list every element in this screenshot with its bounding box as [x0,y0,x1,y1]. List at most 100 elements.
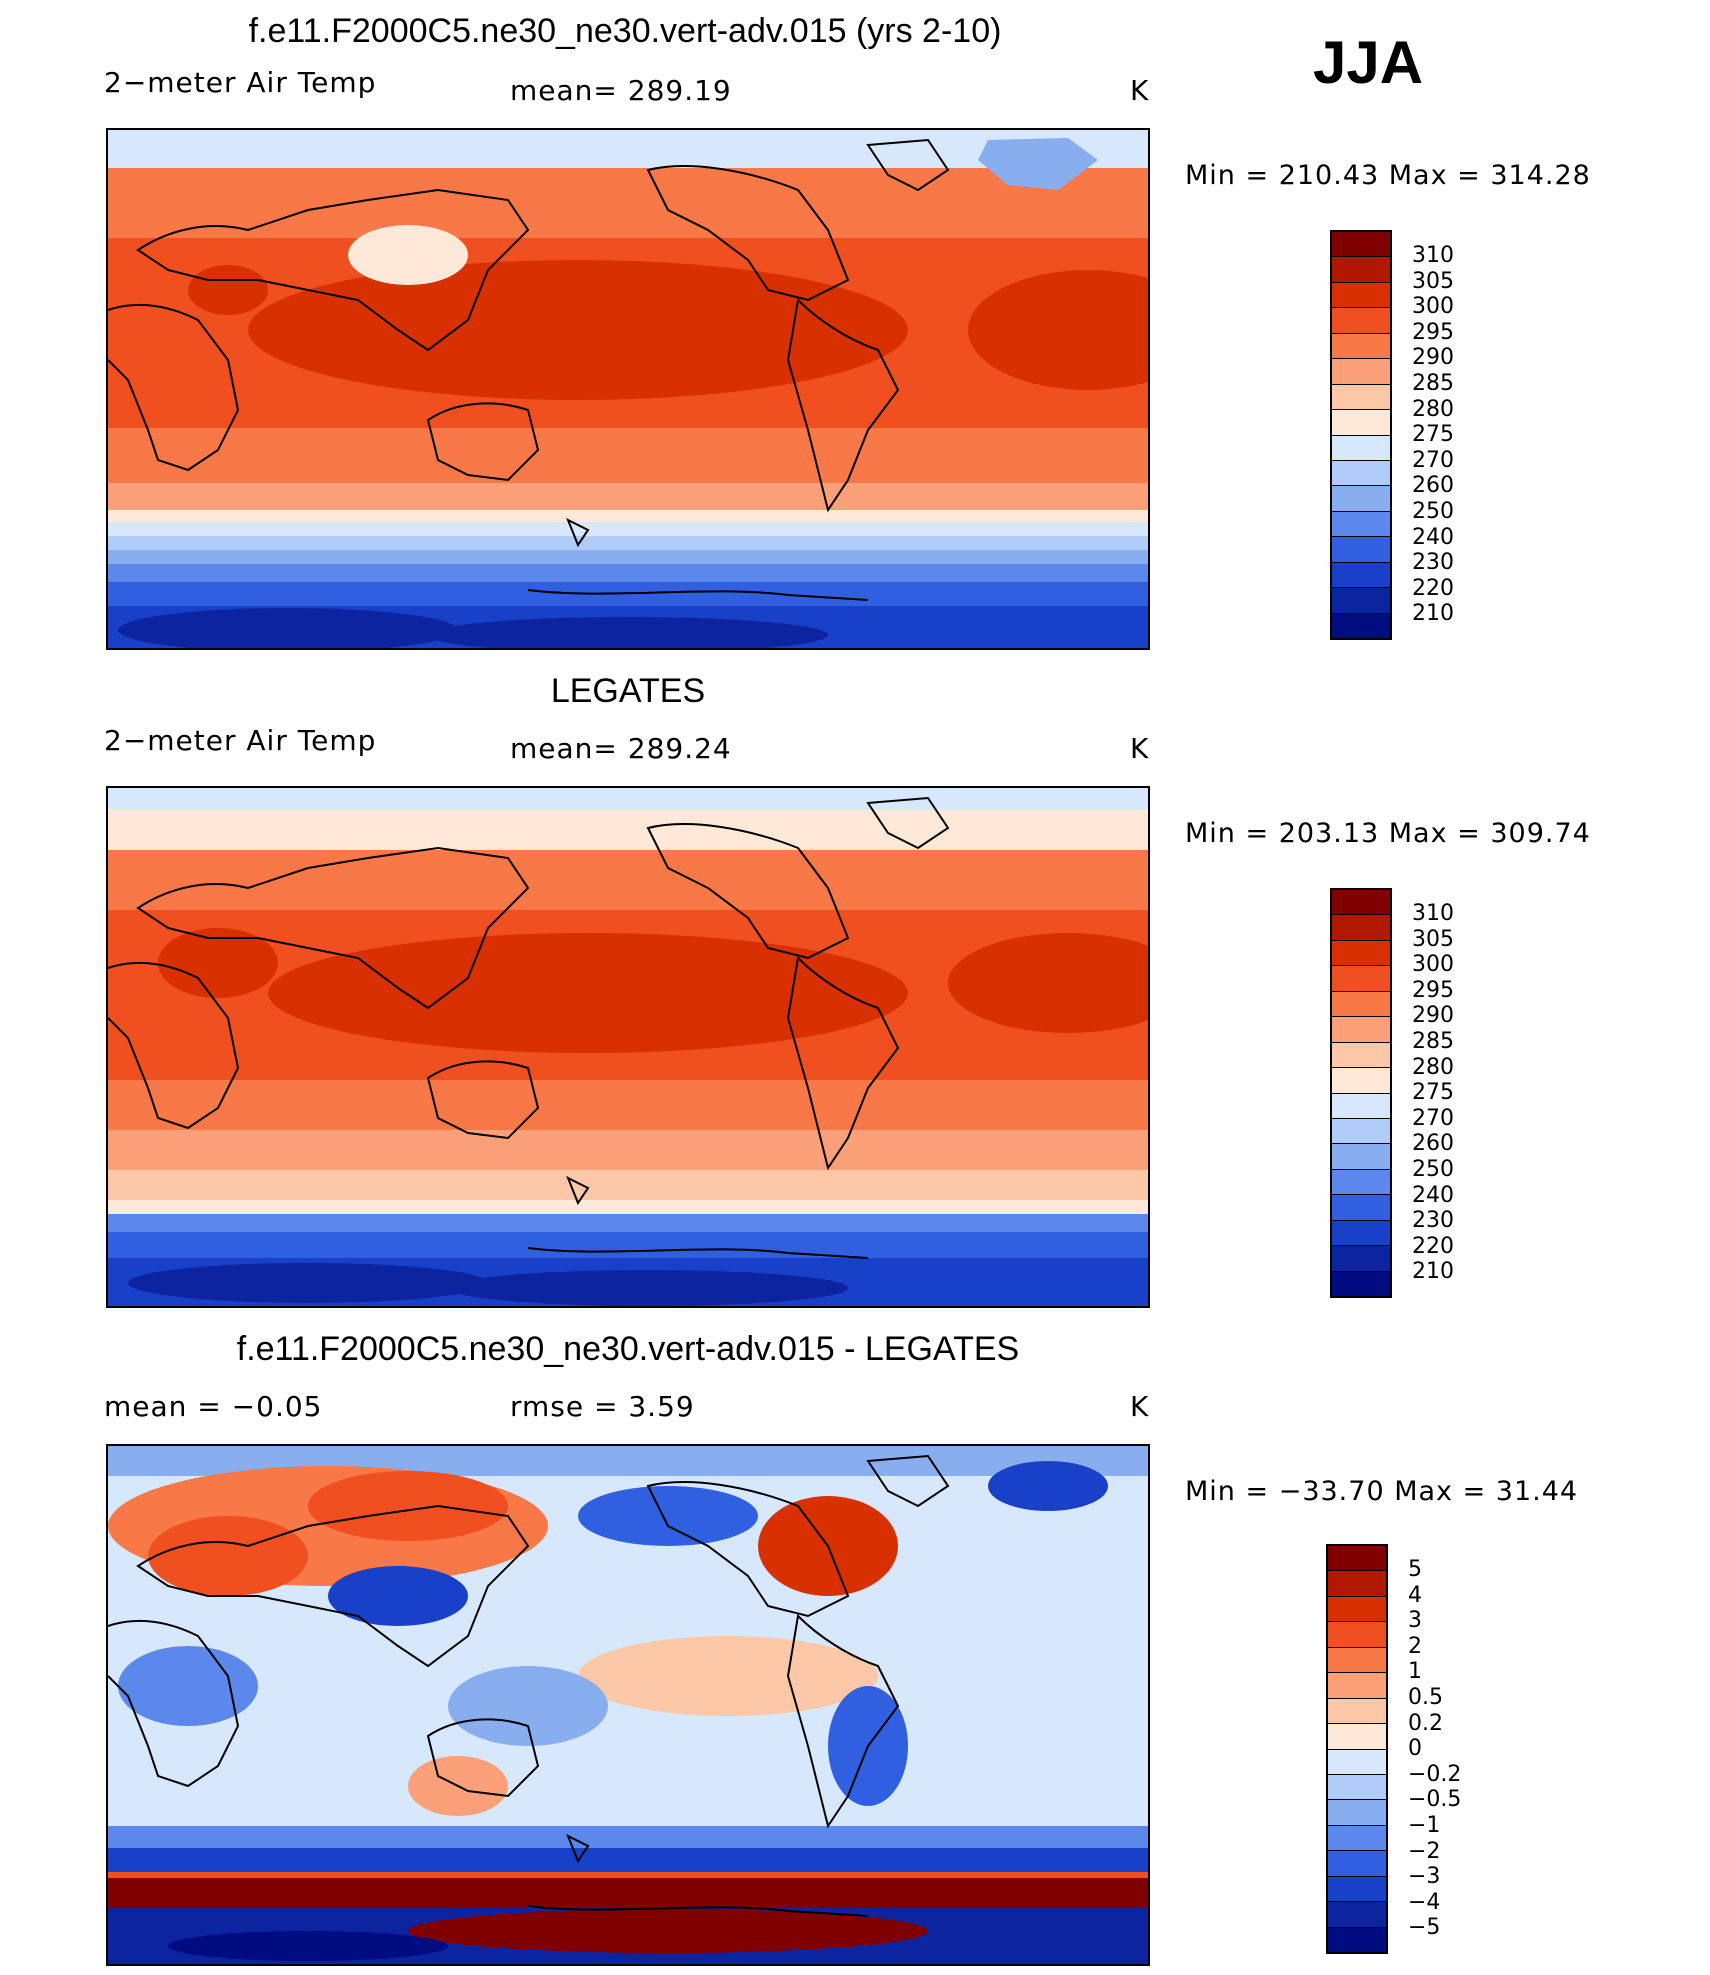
panel-3-colorbar-labels: 5 4 3 2 1 0.5 0.2 0 −0.2 −0.5 −1 −2 −3 −… [1408,1557,1461,1941]
colorbar-swatch [1332,915,1390,941]
panel-3-mean: mean = −0.05 [104,1390,323,1423]
panel-3-title: f.e11.F2000C5.ne30_ne30.vert-adv.015 - L… [236,1330,1020,1368]
colorbar-tick-label: 230 [1412,1208,1454,1234]
colorbar-swatch [1332,1220,1390,1247]
colorbar-tick-label: 280 [1412,1054,1454,1080]
panel-3-units: K [1130,1390,1150,1423]
panel-1-colorbar [1330,230,1392,640]
colorbar-tick-label: 285 [1412,370,1454,396]
colorbar-swatch [1328,1774,1386,1801]
colorbar-tick-label: 1 [1408,1659,1422,1685]
panel-2-title: LEGATES [550,672,706,710]
panel-3-difference-field [108,1446,1148,1964]
colorbar-tick-label: 3 [1408,1608,1422,1634]
colorbar-swatch [1332,1017,1390,1043]
colorbar-tick-label: 4 [1408,1582,1422,1608]
colorbar-tick-label: 270 [1412,1105,1454,1131]
colorbar-swatch [1332,890,1390,916]
colorbar-tick-label: −0.5 [1408,1787,1462,1813]
panel-1-mean: mean= 289.19 [510,74,732,107]
colorbar-tick-label: 310 [1412,243,1454,268]
panel-3-map [106,1444,1150,1966]
panel-2-temperature-field [108,788,1148,1306]
colorbar-tick-label: 285 [1412,1028,1454,1054]
colorbar-swatch [1328,1851,1386,1877]
colorbar-swatch [1332,359,1390,385]
colorbar-swatch [1332,1271,1390,1296]
colorbar-tick-label: 0.2 [1408,1710,1443,1736]
panel-2-units: K [1130,732,1150,765]
colorbar-tick-label: 0.5 [1408,1684,1443,1710]
colorbar-swatch [1332,1118,1390,1145]
colorbar-swatch [1328,1673,1386,1699]
colorbar-swatch [1328,1927,1386,1952]
colorbar-tick-label: 210 [1412,1259,1454,1285]
colorbar-tick-label: 5 [1408,1557,1422,1582]
colorbar-tick-label: −5 [1408,1915,1441,1941]
colorbar-swatch [1332,1246,1390,1272]
colorbar-swatch [1328,1876,1386,1903]
panel-1-temperature-field [108,130,1148,648]
colorbar-tick-label: 240 [1412,1182,1454,1208]
colorbar-swatch [1332,562,1390,589]
colorbar-tick-label: 250 [1412,498,1454,524]
colorbar-swatch [1328,1800,1386,1826]
colorbar-tick-label: 290 [1412,345,1454,371]
colorbar-swatch [1332,1042,1390,1069]
colorbar-swatch [1332,1169,1390,1196]
colorbar-swatch [1332,486,1390,512]
colorbar-swatch [1328,1749,1386,1775]
colorbar-tick-label: −2 [1408,1838,1441,1864]
colorbar-tick-label: 220 [1412,1233,1454,1259]
colorbar-tick-label: 295 [1412,319,1454,345]
colorbar-swatch [1332,991,1390,1018]
colorbar-swatch [1332,511,1390,538]
colorbar-tick-label: 295 [1412,977,1454,1003]
panel-2-variable: 2−meter Air Temp [104,724,377,757]
colorbar-tick-label: 210 [1412,601,1454,627]
colorbar-tick-label: −3 [1408,1864,1441,1890]
colorbar-tick-label: 275 [1412,422,1454,448]
colorbar-swatch [1328,1647,1386,1674]
colorbar-swatch [1328,1571,1386,1597]
colorbar-swatch [1332,1068,1390,1094]
panel-1-minmax: Min = 210.43 Max = 314.28 [1185,160,1591,191]
colorbar-tick-label: 305 [1412,926,1454,952]
colorbar-swatch [1332,588,1390,614]
panel-2-mean: mean= 289.24 [510,732,732,765]
colorbar-tick-label: 275 [1412,1080,1454,1106]
panel-1-variable: 2−meter Air Temp [104,66,377,99]
panel-2-colorbar-labels: 310 305 300 295 290 285 280 275 270 260 … [1412,901,1454,1285]
colorbar-swatch [1332,940,1390,967]
colorbar-swatch [1332,1195,1390,1221]
colorbar-tick-label: 0 [1408,1736,1422,1762]
colorbar-swatch [1332,257,1390,283]
panel-1-title: f.e11.F2000C5.ne30_ne30.vert-adv.015 (yr… [248,12,1002,50]
colorbar-swatch [1332,613,1390,638]
colorbar-tick-label: 260 [1412,473,1454,499]
panel-1-colorbar-labels: 310 305 300 295 290 285 280 275 270 260 … [1412,243,1454,627]
colorbar-swatch [1332,966,1390,992]
colorbar-tick-label: 310 [1412,901,1454,926]
colorbar-tick-label: 240 [1412,524,1454,550]
colorbar-swatch [1332,460,1390,487]
colorbar-swatch [1328,1596,1386,1623]
panel-2-minmax: Min = 203.13 Max = 309.74 [1185,818,1591,849]
colorbar-swatch [1332,333,1390,360]
colorbar-tick-label: −4 [1408,1889,1441,1915]
panel-1-map [106,128,1150,650]
colorbar-swatch [1328,1622,1386,1648]
colorbar-tick-label: 300 [1412,952,1454,978]
colorbar-tick-label: −1 [1408,1812,1441,1838]
colorbar-swatch [1328,1724,1386,1750]
colorbar-swatch [1332,1093,1390,1119]
colorbar-swatch [1332,537,1390,563]
colorbar-tick-label: 270 [1412,447,1454,473]
colorbar-swatch [1332,435,1390,461]
colorbar-tick-label: 290 [1412,1003,1454,1029]
colorbar-tick-label: 220 [1412,575,1454,601]
panel-3-minmax: Min = −33.70 Max = 31.44 [1185,1476,1579,1507]
colorbar-swatch [1328,1546,1386,1572]
panel-3-colorbar [1326,1544,1388,1954]
colorbar-swatch [1332,384,1390,411]
